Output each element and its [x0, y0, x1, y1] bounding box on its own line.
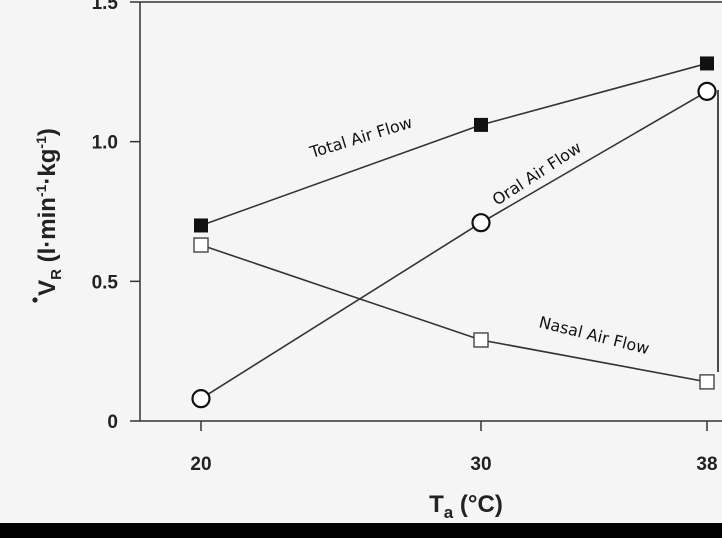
y-axis-title-mid: ·kg: [34, 149, 61, 185]
x-axis-title-main: T: [429, 491, 444, 518]
y-axis-title-exp2: -1: [33, 136, 49, 149]
y-axis-title-dot: [32, 297, 38, 303]
series-line-0: [200, 62, 708, 227]
data-point-nasal: [699, 374, 715, 390]
x-axis-title: Ta (°C): [429, 491, 503, 522]
series-markers: [191, 56, 717, 409]
x-tick-label: 30: [470, 454, 491, 475]
x-tick-label: 38: [696, 454, 717, 475]
y-axis-title-sub: R: [48, 269, 65, 280]
series-line-2: [200, 244, 708, 383]
y-axis-title-exp1: -1: [33, 184, 49, 197]
y-axis-title-main: V: [34, 280, 61, 296]
data-point-nasal: [473, 332, 489, 348]
y-tick-label: 0.5: [92, 272, 119, 293]
data-point-total: [474, 117, 488, 132]
data-point-oral: [471, 213, 491, 233]
y-tick-label: 1.5: [92, 0, 119, 14]
y-axis-title-close: ): [34, 128, 61, 136]
bottom-bar: [0, 523, 722, 538]
x-axis-title-sub: a: [444, 503, 454, 522]
svg-text:VR (l·min-1·kg-1): VR (l·min-1·kg-1): [33, 128, 65, 296]
series-label-nasal: Nasal Air Flow: [537, 312, 651, 358]
y-axis-title-unit: (l·min: [34, 197, 61, 269]
x-axis-title-unit: (°C): [453, 491, 503, 518]
y-ticks: 0 0.5 1.0 1.5: [92, 0, 140, 433]
y-axis-title: VR (l·min-1·kg-1): [33, 128, 65, 296]
y-tick-label: 1.0: [92, 133, 118, 154]
x-tick-label: 20: [190, 454, 211, 475]
data-point-total: [700, 56, 714, 71]
x-ticks: 20 30 38: [190, 421, 718, 475]
data-point-nasal: [193, 237, 209, 253]
y-tick-label: 0: [107, 412, 118, 433]
data-point-oral: [191, 389, 211, 409]
series-label-oral: Oral Air Flow: [489, 138, 585, 210]
data-point-total: [194, 218, 208, 233]
data-point-oral: [697, 81, 717, 101]
